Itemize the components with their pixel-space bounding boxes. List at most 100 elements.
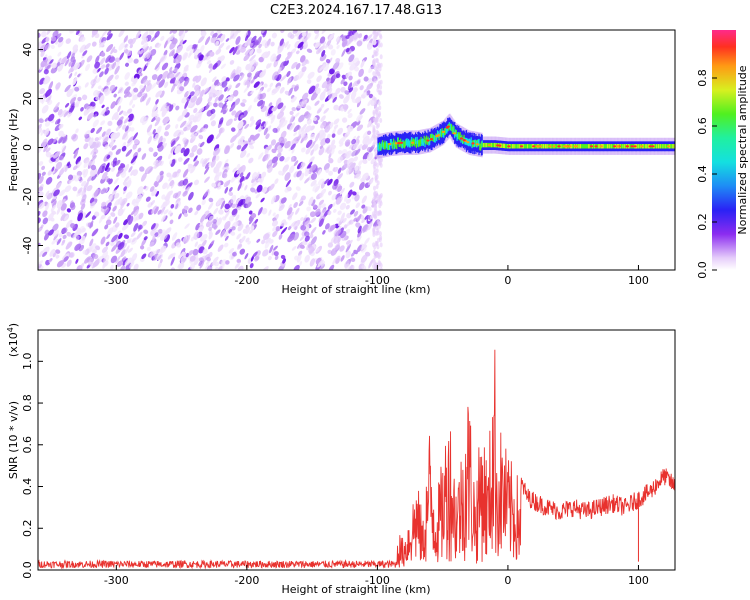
ridge-core [556, 144, 558, 149]
noise-blob [290, 143, 296, 150]
ridge-core [516, 144, 518, 149]
noise-blob [236, 258, 242, 264]
ridge-core [463, 134, 465, 142]
noise-blob [339, 245, 345, 252]
noise-blob [154, 119, 160, 127]
ridge-core [505, 143, 507, 149]
noise-blob [239, 175, 245, 183]
noise-blob [258, 152, 264, 160]
noise-blob [263, 83, 268, 88]
noise-blob [310, 179, 317, 187]
noise-blob [376, 58, 379, 64]
noise-blob [301, 147, 306, 153]
noise-blob [253, 39, 259, 46]
noise-blob [214, 261, 220, 267]
noise-blob [345, 34, 350, 40]
noise-blob [360, 243, 366, 251]
noise-blob [131, 104, 136, 109]
ridge-core [423, 135, 425, 143]
noise-blob [73, 165, 78, 171]
ridge-core [436, 130, 439, 138]
noise-blob [379, 263, 383, 268]
spectrogram-y-axis-label: Frequency (Hz) [7, 109, 20, 192]
noise-blob [373, 78, 377, 84]
noise-blob [347, 113, 353, 119]
noise-blob [340, 255, 345, 262]
noise-blob [351, 191, 360, 200]
noise-blob [170, 140, 176, 147]
noise-blob [349, 143, 355, 149]
noise-blob [264, 240, 271, 249]
noise-blob [318, 147, 325, 156]
noise-blob [156, 125, 162, 135]
noise-blob [38, 127, 43, 135]
noise-blob [103, 207, 110, 215]
snr-x-ticks: -300 -200 -100 0 100 [104, 565, 649, 587]
noise-blob [72, 44, 79, 52]
noise-blob [356, 135, 360, 140]
ridge-core [409, 140, 411, 148]
noise-blob [143, 236, 148, 241]
noise-blob [283, 221, 288, 226]
noise-blob [355, 96, 362, 104]
noise-blob [50, 217, 55, 222]
noise-blob [41, 31, 47, 38]
ridge-core [639, 144, 641, 149]
noise-blob [94, 211, 100, 217]
noise-blob [286, 207, 293, 216]
noise-blob [244, 253, 249, 260]
noise-blob [42, 210, 48, 218]
noise-blob [204, 210, 210, 216]
ridge-core [448, 122, 450, 129]
noise-blob [124, 81, 129, 86]
noise-blob [220, 200, 226, 210]
noise-blob [256, 48, 262, 54]
noise-blob [100, 51, 106, 57]
ridge-core [636, 144, 638, 149]
noise-blob [77, 73, 81, 78]
ridge-core [673, 144, 675, 149]
noise-blob [75, 258, 79, 264]
noise-blob [182, 39, 187, 45]
noise-blob [266, 87, 272, 93]
ridge-core [606, 144, 608, 149]
noise-blob [51, 240, 56, 245]
noise-blob [70, 223, 76, 229]
ridge-core [544, 144, 546, 149]
noise-blob [48, 81, 54, 91]
noise-blob [325, 168, 330, 173]
noise-blob [221, 102, 227, 109]
noise-blob [125, 245, 130, 254]
ridge-core [670, 144, 672, 149]
noise-blob [377, 100, 381, 106]
noise-blob [141, 253, 147, 260]
ridge-core [586, 144, 588, 149]
noise-blob [152, 129, 156, 135]
ridge-core [646, 144, 648, 149]
noise-blob [159, 258, 163, 264]
noise-blob [122, 181, 128, 187]
noise-blob [107, 120, 113, 126]
noise-blob [358, 68, 364, 78]
noise-blob [127, 108, 133, 114]
noise-blob [75, 30, 80, 36]
ridge-peak [498, 144, 502, 147]
ridge-core [657, 144, 659, 149]
y-tick-label: 0.6 [21, 436, 34, 454]
noise-blob [77, 212, 83, 222]
noise-blob [45, 97, 51, 103]
noise-blob [337, 127, 344, 135]
noise-blob [173, 200, 182, 210]
ridge-core [647, 144, 649, 149]
noise-blob [92, 119, 99, 128]
noise-blob [188, 207, 193, 214]
ridge-core [571, 144, 573, 149]
noise-blob [314, 32, 320, 40]
ridge-peak [399, 141, 404, 144]
noise-blob [224, 97, 228, 102]
noise-blob [158, 79, 165, 88]
noise-blob [319, 192, 324, 198]
noise-blob [279, 87, 285, 94]
noise-blob [192, 248, 199, 256]
